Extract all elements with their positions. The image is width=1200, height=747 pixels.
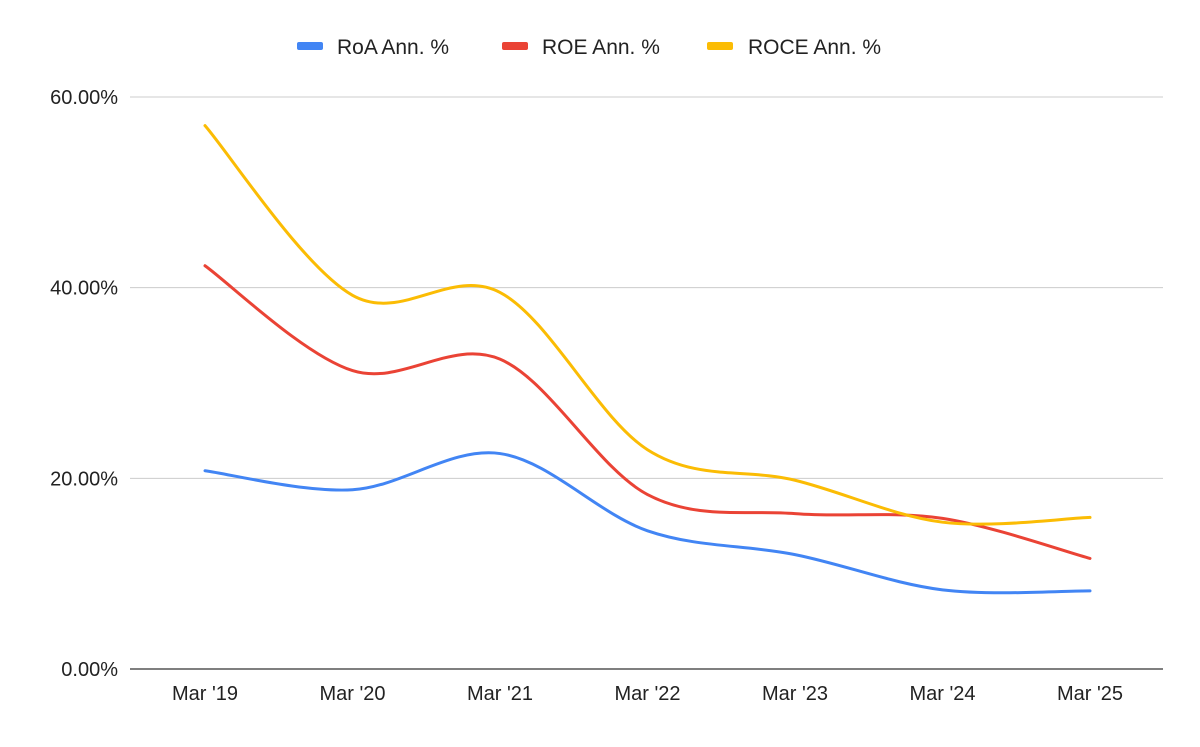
series-line-roce-ann xyxy=(203,124,1092,526)
legend-label: ROE Ann. % xyxy=(542,36,660,59)
x-tick-label: Mar '24 xyxy=(909,683,975,705)
x-tick-label: Mar '23 xyxy=(762,683,828,705)
legend-swatch xyxy=(707,42,733,50)
y-tick-label: 0.00% xyxy=(61,659,118,681)
x-tick-label: Mar '25 xyxy=(1057,683,1123,705)
legend-label: ROCE Ann. % xyxy=(748,36,881,59)
y-tick-label: 60.00% xyxy=(50,87,118,109)
legend: RoA Ann. % ROE Ann. % ROCE Ann. % xyxy=(297,36,881,59)
axes: 0.00% 20.00% 40.00% 60.00% Mar '19 Mar '20 Mar… xyxy=(50,87,1163,705)
series-lines xyxy=(203,124,1092,595)
legend-item-roe-ann[interactable]: ROE Ann. % xyxy=(502,36,660,59)
series-line-roa-ann xyxy=(203,451,1092,595)
x-tick-label: Mar '22 xyxy=(614,683,680,705)
series-line-roe-ann xyxy=(203,264,1092,560)
y-tick-label: 20.00% xyxy=(50,468,118,490)
legend-label: RoA Ann. % xyxy=(337,36,449,59)
legend-swatch xyxy=(297,42,323,50)
x-tick-label: Mar '19 xyxy=(172,683,238,705)
gridlines xyxy=(130,96,1163,479)
x-tick-label: Mar '21 xyxy=(467,683,533,705)
legend-item-roa-ann[interactable]: RoA Ann. % xyxy=(297,36,449,59)
legend-swatch xyxy=(502,42,528,50)
y-tick-label: 40.00% xyxy=(50,278,118,300)
x-tick-label: Mar '20 xyxy=(319,683,385,705)
legend-item-roce-ann[interactable]: ROCE Ann. % xyxy=(707,36,881,59)
